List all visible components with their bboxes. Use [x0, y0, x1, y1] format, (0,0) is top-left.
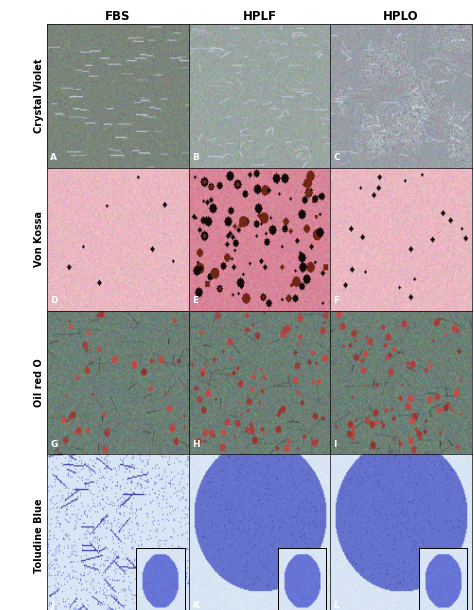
Text: K: K	[191, 601, 199, 609]
Text: Toludine Blue: Toludine Blue	[34, 498, 44, 573]
Text: A: A	[50, 153, 57, 162]
Text: C: C	[333, 153, 340, 162]
Text: J: J	[50, 601, 54, 609]
Text: B: B	[191, 153, 199, 162]
Text: L: L	[333, 601, 339, 609]
Text: Von Kossa: Von Kossa	[34, 212, 44, 267]
Text: HPLF: HPLF	[243, 10, 276, 23]
Text: Oil red O: Oil red O	[34, 359, 44, 407]
Text: F: F	[333, 296, 339, 306]
Text: FBS: FBS	[105, 10, 131, 23]
Text: HPLO: HPLO	[383, 10, 419, 23]
Text: G: G	[50, 440, 58, 449]
Text: Crystal Violet: Crystal Violet	[34, 59, 44, 134]
Text: H: H	[191, 440, 199, 449]
Text: E: E	[191, 296, 198, 306]
Text: D: D	[50, 296, 58, 306]
Text: I: I	[333, 440, 337, 449]
